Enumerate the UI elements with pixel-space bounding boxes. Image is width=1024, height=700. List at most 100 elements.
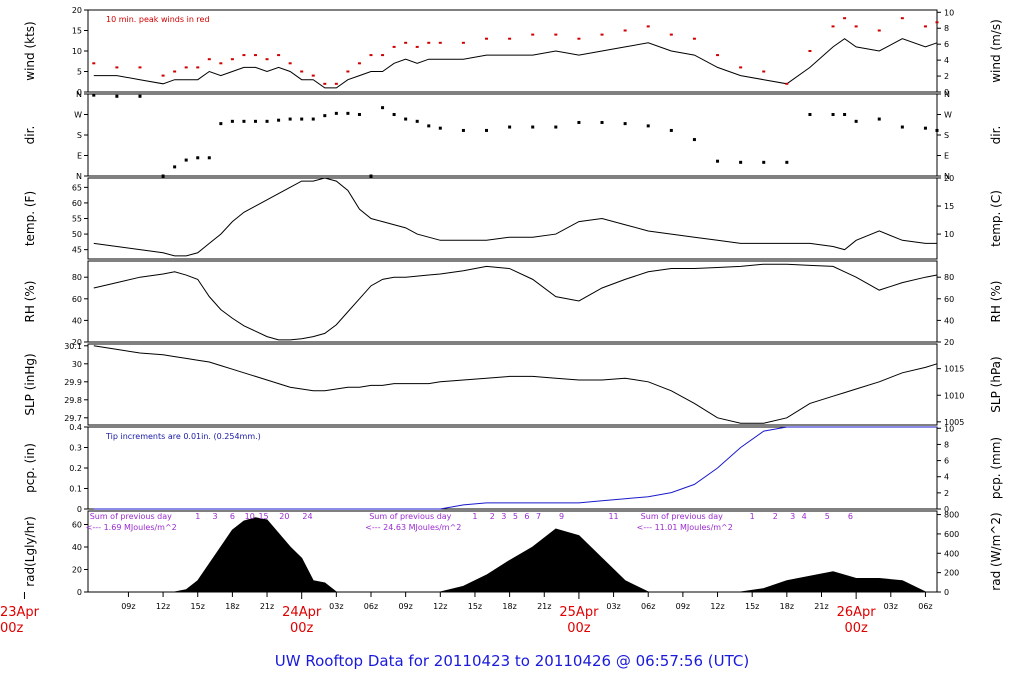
- rad-sum-label: Sum of previous day: [369, 512, 451, 521]
- data-point: [138, 94, 142, 98]
- rad-sum-value: <--- 24.63 MJoules/m^2: [365, 523, 461, 532]
- data-point: [623, 122, 627, 126]
- right-tick-label: 4: [944, 473, 949, 482]
- left-tick-label: 80: [72, 273, 82, 282]
- x-tick-label: 18z: [502, 602, 516, 611]
- peak-wind-mark: [808, 50, 812, 52]
- date-marker-day: 26Apr: [837, 605, 877, 620]
- ylabel-left: wind (kts): [23, 21, 37, 80]
- panel-frame: [87, 93, 938, 177]
- peak-wind-mark: [762, 70, 766, 73]
- peak-wind-mark: [438, 41, 442, 44]
- peak-wind-mark: [646, 25, 650, 28]
- x-tick-label: 03z: [884, 602, 898, 611]
- peak-wind-mark: [346, 70, 350, 73]
- left-tick-label: 15: [72, 27, 82, 36]
- data-point: [173, 165, 177, 169]
- rad-sum-label: Sum of previous day: [641, 512, 723, 521]
- left-tick-label: 0.2: [69, 464, 82, 473]
- x-tick-label: 06z: [364, 602, 378, 611]
- data-point: [808, 113, 812, 116]
- panel-pcp: 0 0.1 0.2 0.3 0.4 0 2 4 6 8 10 pcp. (in) pcp. (mm) Ti…: [23, 423, 1003, 514]
- right-tick-label: N: [944, 90, 950, 99]
- data-point: [438, 126, 442, 130]
- x-tick-label: 12z: [710, 602, 724, 611]
- right-tick-label: 0: [944, 505, 949, 514]
- peak-wind-mark: [669, 33, 673, 36]
- peak-wind-mark: [427, 41, 431, 44]
- right-tick-label: S: [944, 131, 949, 140]
- x-tick-label: 15z: [191, 602, 205, 611]
- peak-wind-mark: [277, 54, 281, 57]
- left-tick-label: N: [76, 90, 82, 99]
- ylabel-left: SLP (inHg): [23, 353, 37, 415]
- panel-frame: [87, 177, 938, 260]
- rad-hour-label: 1: [195, 512, 200, 521]
- data-point: [427, 124, 431, 128]
- left-tick-label: E: [77, 152, 82, 161]
- rad-hour-label: 4: [802, 512, 807, 521]
- left-tick-label: 0.1: [69, 485, 82, 494]
- left-tick-label: 29.9: [64, 378, 82, 387]
- peak-wind-mark: [334, 82, 338, 85]
- peak-wind-mark: [381, 54, 385, 57]
- left-tick-label: W: [74, 111, 82, 120]
- data-point: [357, 113, 361, 116]
- ylabel-left: RH (%): [23, 281, 37, 323]
- left-tick-label: 30.1: [64, 342, 82, 351]
- rh-line: [93, 263, 938, 341]
- right-tick-label: 10: [944, 424, 954, 433]
- panel-slp: 29.7 29.8 29.9 30 30.1 1005 1010 1015 SLP (inHg)…: [23, 342, 1003, 427]
- left-tick-label: 10: [72, 47, 82, 56]
- peak-wind-mark: [531, 33, 535, 36]
- rad-hour-label: 10: [245, 512, 255, 521]
- data-point: [288, 117, 292, 121]
- peak-wind-mark: [288, 62, 292, 65]
- ylabel-right: SLP (hPa): [989, 356, 1003, 412]
- rad-hour-label: 6: [848, 512, 853, 521]
- rad-hour-label: 24: [302, 512, 312, 521]
- rad-hour-label: 3: [790, 512, 795, 521]
- right-tick-label: 60: [944, 295, 954, 304]
- left-tick-label: 0.4: [69, 423, 82, 432]
- data-point: [785, 160, 789, 164]
- data-point: [716, 159, 720, 163]
- data-point: [692, 138, 696, 142]
- peak-wind-mark: [173, 70, 177, 73]
- rad-hour-label: 2: [773, 512, 778, 521]
- rad-sum-label: Sum of previous day: [90, 512, 172, 521]
- ylabel-left: pcp. (in): [23, 443, 37, 493]
- rad-hour-label: 5: [825, 512, 830, 521]
- data-point: [219, 122, 223, 126]
- peak-wind-mark: [207, 58, 211, 61]
- right-tick-label: 4: [944, 56, 949, 65]
- x-tick-label: 21z: [537, 602, 551, 611]
- peak-wind-mark: [115, 66, 119, 69]
- panel-rh: 20 40 60 80 20 40 60 80 RH (%) RH (%): [23, 260, 1003, 347]
- peak-wind-mark: [508, 37, 512, 40]
- data-point: [843, 113, 847, 116]
- data-point: [230, 119, 234, 123]
- x-tick-label: 09z: [398, 602, 412, 611]
- x-tick-label: 09z: [676, 602, 690, 611]
- right-tick-label: 40: [944, 316, 954, 325]
- left-tick-label: 0: [77, 505, 82, 514]
- data-point: [196, 156, 200, 160]
- right-tick-label: 1005: [944, 418, 964, 427]
- right-tick-label: 0: [944, 88, 949, 97]
- right-tick-label: 8: [944, 440, 949, 449]
- rad-hour-label: 5: [513, 512, 518, 521]
- peak-wind-mark: [253, 54, 257, 57]
- right-tick-label: 80: [944, 273, 954, 282]
- right-tick-label: 2: [944, 489, 949, 498]
- data-point: [531, 125, 535, 129]
- peak-wind-mark: [219, 62, 223, 65]
- rad-hour-label: 3: [213, 512, 218, 521]
- left-tick-label: 0: [77, 88, 82, 97]
- rad-hour-label: 15: [258, 512, 268, 521]
- right-tick-label: 20: [944, 338, 954, 347]
- left-tick-label: 45: [72, 246, 82, 255]
- x-axis: 09z 12z 15z 18z 21z 03z 06z 09z 12z 15z 18z 21z 03z 0…: [0, 592, 933, 636]
- data-point: [461, 128, 465, 132]
